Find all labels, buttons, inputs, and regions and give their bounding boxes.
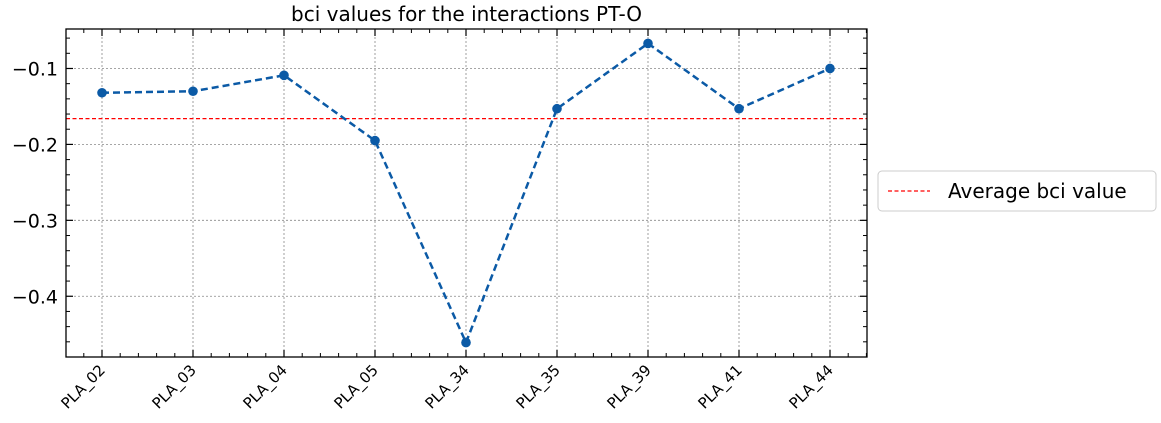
data-point — [279, 70, 289, 81]
x-tick-label: PLA_04 — [239, 361, 291, 413]
x-tick-label: PLA_44 — [785, 361, 837, 413]
data-point — [97, 87, 107, 98]
x-tick-label: PLA_05 — [330, 361, 382, 413]
chart-title: bci values for the interactions PT-O — [291, 2, 642, 26]
x-tick-label: PLA_39 — [603, 361, 655, 413]
series — [97, 38, 835, 348]
y-tick-label: −0.1 — [12, 58, 58, 80]
x-tick-label: PLA_02 — [57, 361, 109, 413]
data-point — [825, 63, 835, 74]
data-point — [552, 103, 562, 114]
x-tick-label: PLA_03 — [148, 361, 200, 413]
x-tick-label: PLA_41 — [694, 361, 746, 413]
x-tick-label: PLA_34 — [421, 361, 473, 413]
data-point — [188, 86, 198, 97]
y-tick-label: −0.3 — [12, 210, 58, 232]
legend-label: Average bci value — [948, 179, 1127, 203]
y-tick-label: −0.2 — [12, 134, 58, 156]
data-point — [643, 38, 653, 49]
series-line — [101, 41, 831, 346]
data-point — [734, 103, 744, 114]
data-point — [370, 135, 380, 146]
data-point — [461, 337, 471, 348]
x-tick-label: PLA_35 — [512, 361, 564, 413]
plot-frame — [65, 28, 868, 358]
grid — [66, 29, 867, 357]
legend-box — [877, 170, 1157, 212]
legend: Average bci value — [877, 170, 1157, 212]
y-tick-label: −0.4 — [12, 286, 58, 308]
